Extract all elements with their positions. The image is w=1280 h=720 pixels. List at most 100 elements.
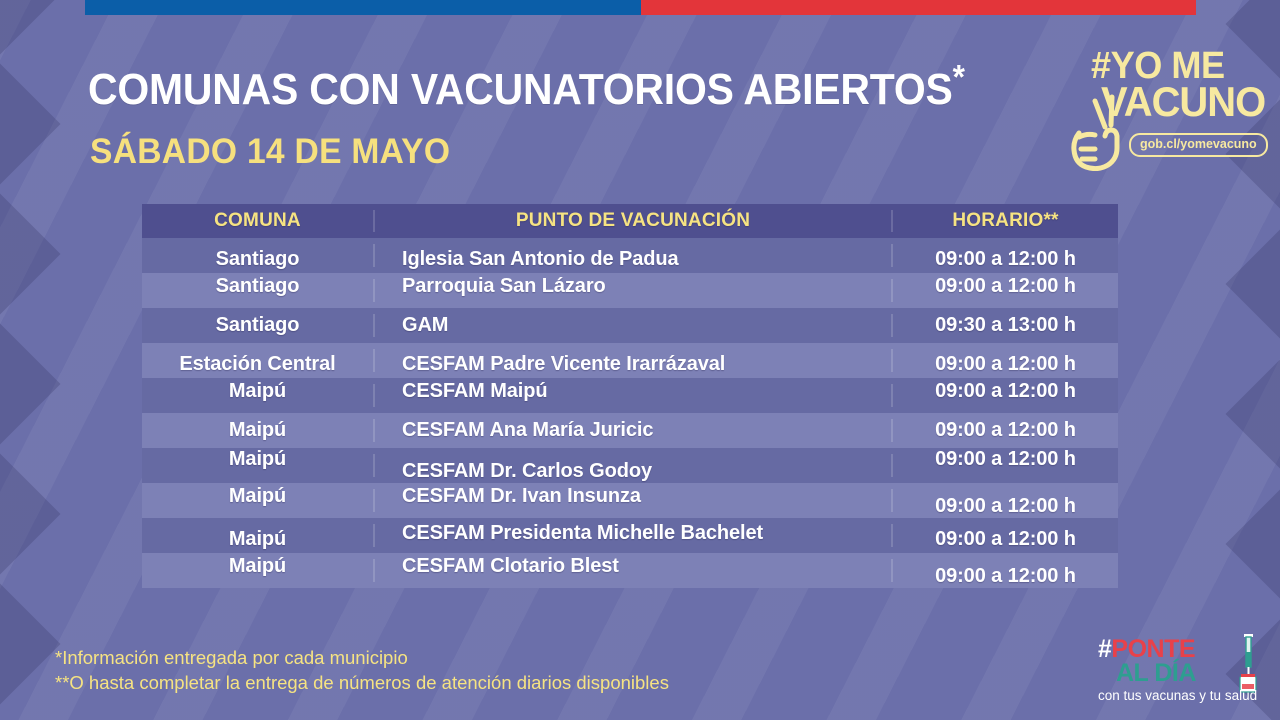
- table-row: Maipú CESFAM Ana María Juricic 09:00 a 1…: [142, 413, 1118, 448]
- column-header-comuna: COMUNA: [142, 210, 373, 232]
- cell-comuna-text: Maipú: [228, 555, 287, 577]
- cell-horario-text: 09:00 a 12:00 h: [935, 353, 1076, 375]
- table-row: Santiago Parroquia San Lázaro 09:00 a 12…: [142, 273, 1118, 308]
- page-title-text: COMUNAS CON VACUNATORIOS ABIERTOS: [88, 65, 953, 114]
- cell-horario: 09:00 a 12:00 h: [893, 244, 1118, 270]
- cell-comuna: Santiago: [142, 275, 373, 302]
- cell-horario: 09:00 a 12:00 h: [893, 524, 1118, 550]
- yomevacuno-line1: #YO ME: [1091, 45, 1225, 87]
- cell-horario-text: 09:30 a 13:00 h: [935, 314, 1076, 336]
- cell-comuna: Maipú: [142, 380, 373, 407]
- cell-horario-text: 09:00 a 12:00 h: [935, 248, 1076, 270]
- cell-horario: 09:00 a 12:00 h: [893, 380, 1118, 407]
- cell-comuna: Santiago: [142, 314, 373, 337]
- cell-punto-text: CESFAM Ana María Juricic: [402, 419, 654, 441]
- table-header-row: COMUNA PUNTO DE VACUNACIÓN HORARIO**: [142, 204, 1118, 238]
- cell-comuna: Maipú: [142, 485, 373, 512]
- cell-comuna: Maipú: [142, 448, 373, 477]
- cell-comuna: Santiago: [142, 244, 373, 270]
- cell-punto: Iglesia San Antonio de Padua: [373, 244, 893, 270]
- cell-comuna-text: Santiago: [215, 275, 300, 297]
- top-bar-red-segment: [640, 0, 1196, 15]
- cell-comuna-text: Santiago: [215, 248, 300, 270]
- table-row: Maipú CESFAM Clotario Blest 09:00 a 12:0…: [142, 553, 1118, 588]
- column-header-horario-label: HORARIO**: [952, 210, 1059, 231]
- footnotes: *Información entregada por cada municipi…: [55, 645, 669, 695]
- ponte-al-dia-logo: #PONTE AL DÍA con tus vacunas y tu salud: [1098, 634, 1268, 712]
- footnote-1: *Información entregada por cada municipi…: [55, 647, 408, 668]
- ponte-hash: #: [1098, 635, 1112, 663]
- cell-comuna: Maipú: [142, 524, 373, 550]
- hand-peace-icon: [1071, 94, 1120, 171]
- yomevacuno-logo: #YO ME VACUNO gob.cl/yomevacuno: [1063, 45, 1268, 173]
- yomevacuno-line2: VACUNO: [1101, 78, 1266, 125]
- table-row: Maipú CESFAM Presidenta Michelle Bachele…: [142, 518, 1118, 553]
- cell-comuna-text: Maipú: [228, 448, 287, 470]
- cell-comuna-text: Maipú: [228, 528, 287, 550]
- cell-punto-text: CESFAM Padre Vicente Irarrázaval: [402, 353, 726, 375]
- cell-horario: 09:30 a 13:00 h: [893, 314, 1118, 337]
- table-row: Estación Central CESFAM Padre Vicente Ir…: [142, 343, 1118, 378]
- cell-punto: CESFAM Dr. Ivan Insunza: [373, 485, 893, 512]
- ponte-line1: #PONTE: [1098, 635, 1196, 663]
- cell-punto: CESFAM Dr. Carlos Godoy: [373, 454, 893, 482]
- cell-punto: CESFAM Maipú: [373, 380, 893, 407]
- ponte-word2: AL DÍA: [1116, 659, 1196, 687]
- cell-comuna-text: Santiago: [215, 314, 300, 336]
- cell-comuna-text: Maipú: [228, 380, 287, 402]
- cell-horario: 09:00 a 12:00 h: [893, 448, 1118, 477]
- vaccination-sites-table: COMUNA PUNTO DE VACUNACIÓN HORARIO** San…: [142, 204, 1118, 588]
- cell-horario: 09:00 a 12:00 h: [893, 419, 1118, 442]
- cell-punto-text: CESFAM Presidenta Michelle Bachelet: [402, 522, 764, 544]
- cell-punto: GAM: [373, 314, 893, 337]
- cell-punto: CESFAM Clotario Blest: [373, 555, 893, 582]
- ponte-tagline: con tus vacunas y tu salud: [1098, 688, 1258, 703]
- cell-horario-text: 09:00 a 12:00 h: [935, 565, 1076, 587]
- column-header-punto-label: PUNTO DE VACUNACIÓN: [515, 210, 751, 231]
- column-header-comuna-label: COMUNA: [214, 210, 301, 231]
- cell-horario: 09:00 a 12:00 h: [893, 275, 1118, 302]
- cell-comuna: Maipú: [142, 419, 373, 442]
- cell-comuna: Maipú: [142, 555, 373, 582]
- cell-punto-text: CESFAM Maipú: [402, 380, 548, 402]
- cell-punto: CESFAM Presidenta Michelle Bachelet: [373, 522, 893, 547]
- cell-horario-text: 09:00 a 12:00 h: [935, 528, 1076, 550]
- cell-comuna-text: Estación Central: [179, 353, 336, 375]
- page-subtitle: SÁBADO 14 DE MAYO: [90, 132, 451, 171]
- cell-punto: CESFAM Padre Vicente Irarrázaval: [373, 349, 893, 375]
- cell-punto: Parroquia San Lázaro: [373, 275, 893, 302]
- table-row: Maipú CESFAM Dr. Ivan Insunza 09:00 a 12…: [142, 483, 1118, 518]
- cell-punto-text: CESFAM Dr. Ivan Insunza: [402, 485, 641, 507]
- cell-punto-text: Parroquia San Lázaro: [402, 275, 606, 297]
- ponte-word1: PONTE: [1111, 635, 1196, 663]
- cell-horario-text: 09:00 a 12:00 h: [935, 419, 1076, 441]
- yomevacuno-url: gob.cl/yomevacuno: [1129, 133, 1268, 157]
- top-color-bar: [85, 0, 1196, 15]
- table-row: Maipú CESFAM Maipú 09:00 a 12:00 h: [142, 378, 1118, 413]
- cell-horario-text: 09:00 a 12:00 h: [935, 275, 1076, 297]
- cell-horario: 09:00 a 12:00 h: [893, 349, 1118, 375]
- table-row: Santiago Iglesia San Antonio de Padua 09…: [142, 238, 1118, 273]
- cell-horario-text: 09:00 a 12:00 h: [935, 380, 1076, 402]
- cell-horario-text: 09:00 a 12:00 h: [935, 495, 1076, 517]
- column-header-punto: PUNTO DE VACUNACIÓN: [373, 210, 893, 232]
- page-title: COMUNAS CON VACUNATORIOS ABIERTOS*: [88, 60, 965, 114]
- syringe-icon: [1239, 634, 1257, 693]
- cell-punto-text: GAM: [402, 314, 449, 336]
- footnote-2: **O hasta completar la entrega de número…: [55, 672, 669, 693]
- table-row: Maipú CESFAM Dr. Carlos Godoy 09:00 a 12…: [142, 448, 1118, 483]
- column-header-horario: HORARIO**: [893, 210, 1118, 232]
- cell-punto-text: CESFAM Dr. Carlos Godoy: [402, 460, 652, 482]
- cell-comuna-text: Maipú: [228, 485, 287, 507]
- cell-horario: 09:00 a 12:00 h: [893, 559, 1118, 587]
- cell-horario: 09:00 a 12:00 h: [893, 489, 1118, 517]
- page-title-asterisk: *: [952, 58, 965, 97]
- cell-punto: CESFAM Ana María Juricic: [373, 419, 893, 442]
- cell-comuna: Estación Central: [142, 349, 373, 375]
- cell-horario-text: 09:00 a 12:00 h: [935, 448, 1076, 470]
- top-bar-blue-segment: [85, 0, 641, 15]
- table-row: Santiago GAM 09:30 a 13:00 h: [142, 308, 1118, 343]
- cell-punto-text: Iglesia San Antonio de Padua: [402, 248, 679, 270]
- cell-comuna-text: Maipú: [228, 419, 287, 441]
